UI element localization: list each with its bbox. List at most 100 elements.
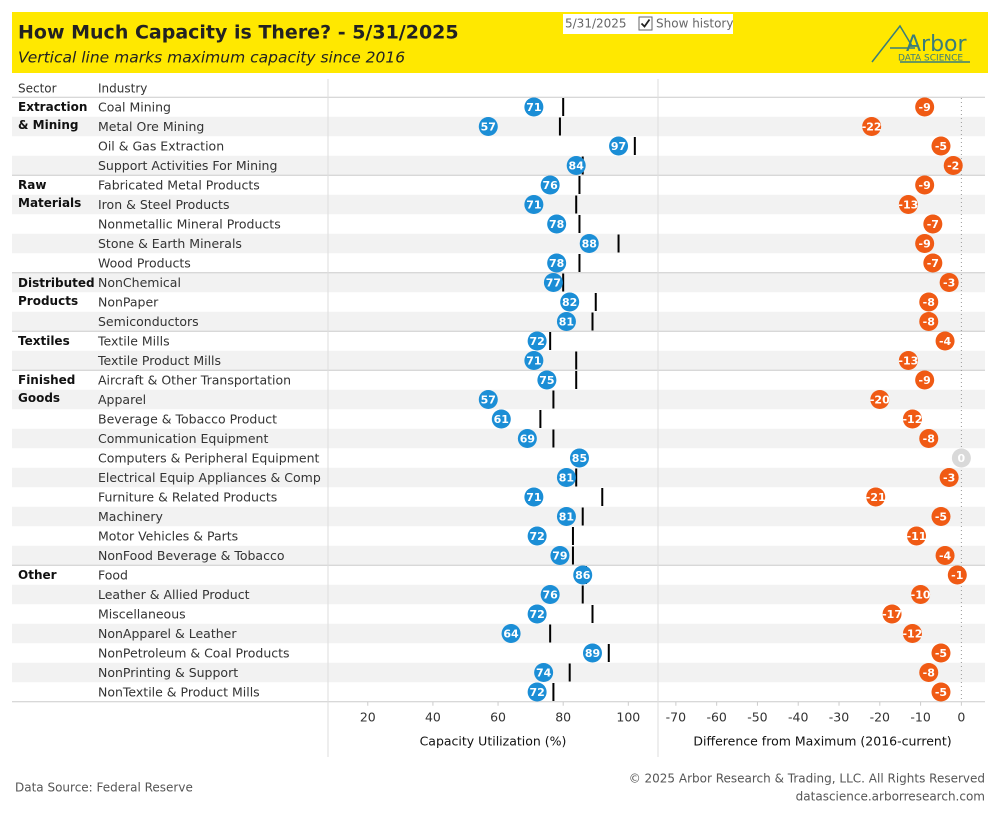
value-dot (915, 97, 935, 117)
sector-label-box: Finished Goods (18, 373, 75, 405)
value-label: 81 (559, 316, 574, 329)
x-tick-label: -50 (747, 710, 767, 725)
industry-label: NonApparel & Leather (98, 626, 237, 641)
industry-label: Coal Mining (98, 100, 171, 115)
sector-label-box: Other (18, 568, 57, 582)
value-dot (527, 526, 547, 546)
value-dot (911, 585, 931, 604)
industry-label: NonFood Beverage & Tobacco (98, 548, 285, 563)
value-dot (931, 682, 951, 702)
value-dot (862, 117, 882, 136)
value-dot (947, 565, 967, 585)
industry-label: Electrical Equip Appliances & Comp (98, 470, 321, 485)
value-label: -17 (882, 608, 902, 621)
value-dot (915, 370, 935, 390)
value-dot (935, 331, 955, 351)
value-dot (556, 507, 576, 526)
industry-label: Machinery (98, 509, 163, 524)
value-dot (866, 487, 886, 507)
value-label: 57 (481, 394, 496, 407)
row-band (12, 662, 985, 683)
value-dot (919, 292, 939, 312)
value-label: -1 (951, 569, 963, 582)
value-dot (579, 234, 599, 253)
value-label: -10 (911, 589, 931, 602)
value-dot (902, 409, 922, 429)
value-dot (547, 253, 567, 273)
copyright: © 2025 Arbor Research & Trading, LLC. Al… (629, 772, 985, 786)
value-dot (478, 390, 498, 409)
value-label: -9 (919, 179, 931, 192)
sector-label: Extraction & Mining (18, 100, 88, 132)
industry-label: Support Activities For Mining (98, 158, 277, 173)
industry-label: Oil & Gas Extraction (98, 139, 224, 154)
value-label: -3 (943, 277, 955, 290)
value-dot (919, 312, 939, 331)
value-label: 69 (520, 433, 535, 446)
value-dot (907, 526, 927, 546)
value-label: 81 (559, 511, 574, 524)
logo-mark (871, 24, 970, 63)
value-dot (898, 351, 918, 370)
row-band (12, 194, 985, 215)
value-label: 82 (562, 296, 577, 309)
x-tick-label: 40 (425, 710, 441, 725)
history-checkbox[interactable] (638, 16, 653, 31)
history-label[interactable]: Show history (656, 17, 733, 31)
industry-label: Computers & Peripheral Equipment (98, 451, 319, 466)
sector-label: Textiles (18, 334, 70, 348)
sector-label-box: Extraction & Mining (18, 100, 88, 132)
value-label: -8 (923, 296, 935, 309)
value-dot (537, 370, 557, 390)
column-header: Sector (18, 82, 57, 96)
value-dot (556, 468, 576, 487)
value-label: -2 (947, 160, 959, 173)
value-label: 85 (572, 452, 587, 465)
value-label: -5 (935, 686, 947, 699)
x-tick-label: -20 (870, 710, 890, 725)
value-label: 64 (503, 628, 519, 641)
value-label: 72 (529, 530, 544, 543)
x-tick-label: 80 (555, 710, 571, 725)
value-dot (915, 175, 935, 195)
value-dot (527, 604, 547, 624)
row-band (12, 506, 985, 527)
value-dot (534, 663, 554, 682)
value-dot (556, 312, 576, 331)
industry-label: NonPaper (98, 295, 159, 310)
value-label: -5 (935, 647, 947, 660)
value-dot (543, 273, 563, 292)
value-label: -20 (870, 394, 890, 407)
value-label: 71 (526, 101, 541, 114)
date-filter[interactable]: 5/31/2025 (565, 17, 627, 31)
value-label: 72 (529, 686, 544, 699)
industry-label: Semiconductors (98, 314, 199, 329)
value-label: 61 (494, 413, 509, 426)
x-tick-label: 20 (360, 710, 376, 725)
sector-label-box: Textiles (18, 334, 70, 348)
value-label: -9 (919, 374, 931, 387)
value-dot (935, 546, 955, 565)
value-dot (550, 546, 570, 565)
industry-label: Aircraft & Other Transportation (98, 373, 291, 388)
row-band (12, 233, 985, 254)
value-dot (478, 117, 498, 136)
url[interactable]: datascience.arborresearch.com (796, 790, 985, 804)
industry-label: NonPetroleum & Coal Products (98, 646, 290, 661)
industry-label: Communication Equipment (98, 431, 268, 446)
row-band (12, 272, 985, 293)
value-label: -7 (927, 218, 939, 231)
industry-label: NonPrinting & Support (98, 665, 238, 680)
value-label: -4 (939, 335, 952, 348)
industry-label: Iron & Steel Products (98, 197, 229, 212)
x-tick-label: -10 (910, 710, 930, 725)
value-dot (540, 175, 560, 195)
x-tick-label: -40 (788, 710, 808, 725)
value-dot (560, 292, 580, 312)
industry-label: Food (98, 568, 128, 583)
value-dot (939, 468, 959, 487)
value-dot (870, 390, 890, 409)
x-tick-label: 0 (957, 710, 965, 725)
value-label: 78 (549, 218, 564, 231)
